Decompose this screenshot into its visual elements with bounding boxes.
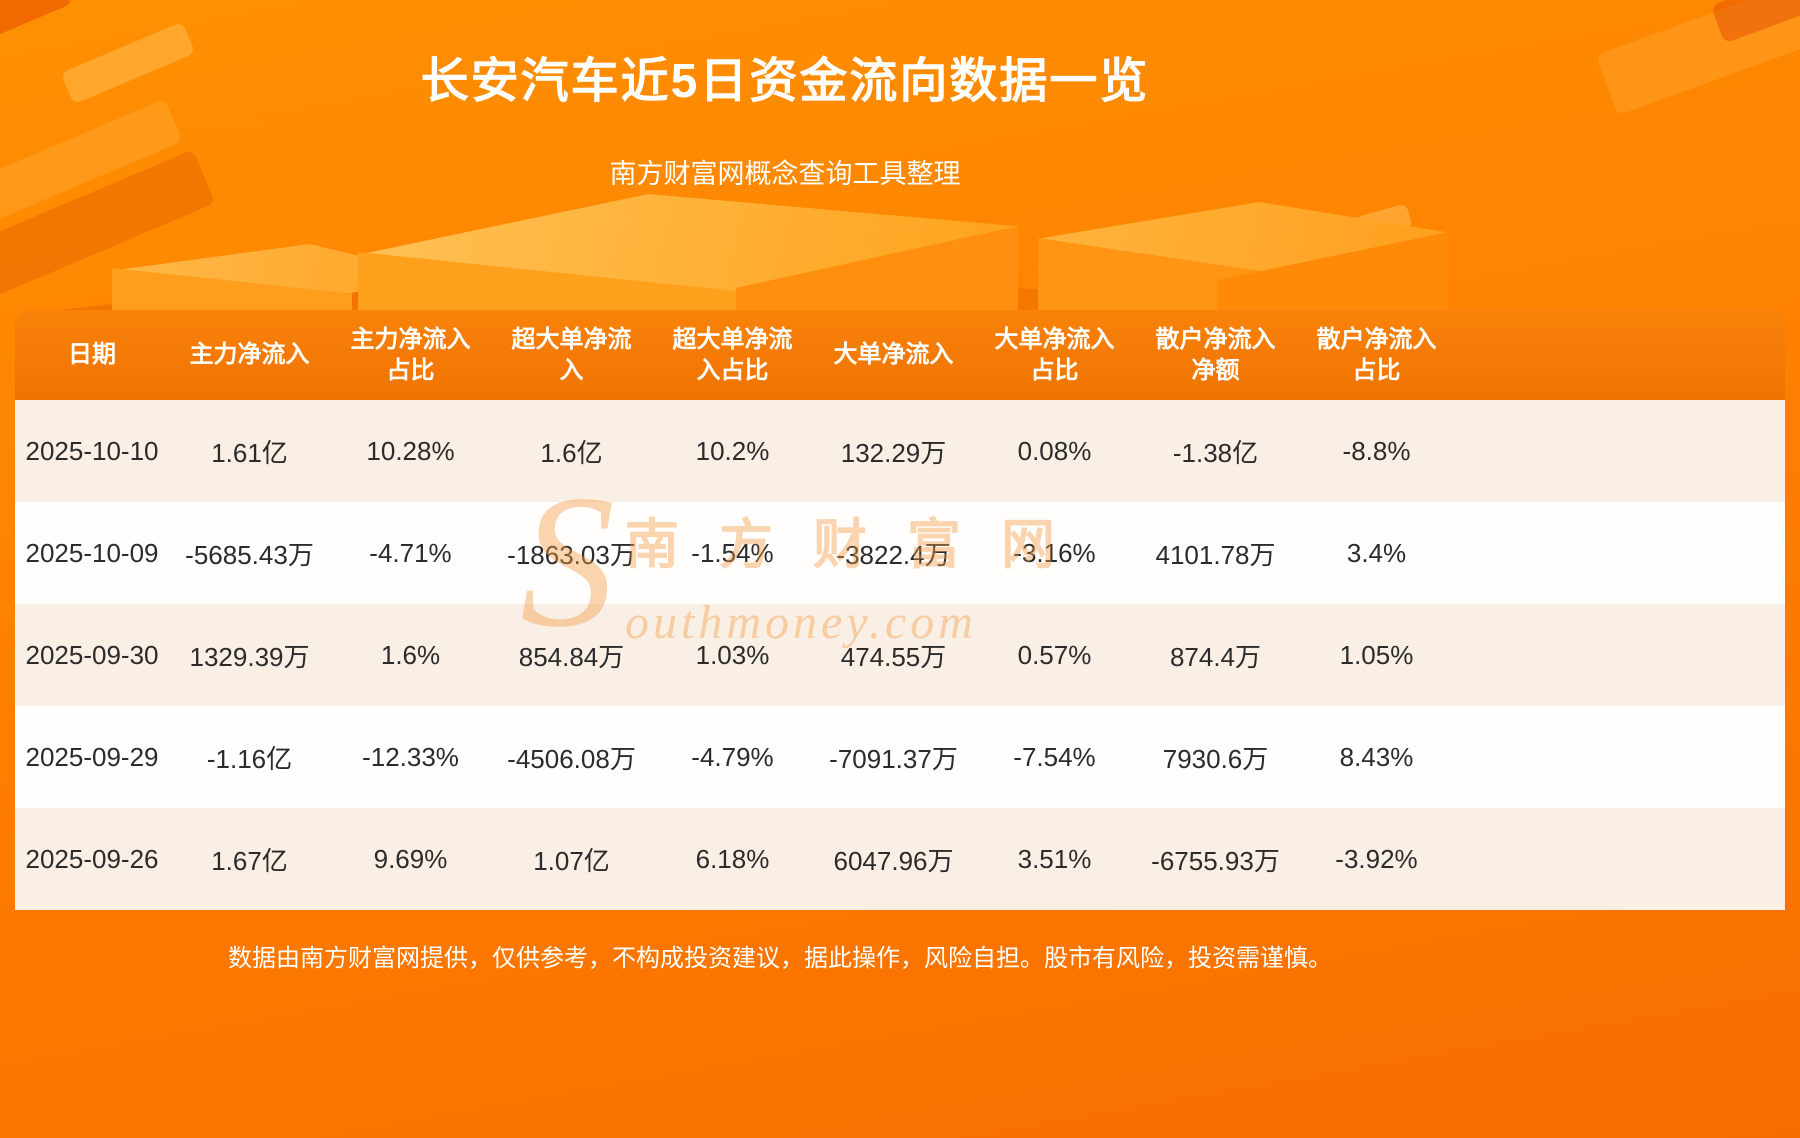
table-cell: -1.54% <box>691 537 774 568</box>
table-header-row: 日期 主力净流入 主力净流入 占比 超大单净流 入 超大单净流 入占比 大单净流… <box>15 310 1785 400</box>
column-header-large-order-inflow: 大单净流入 <box>833 341 954 369</box>
table-cell: -3.92% <box>1335 843 1418 874</box>
table-cell: 874.4万 <box>1169 641 1262 672</box>
table-cell: -1863.03万 <box>507 539 636 570</box>
table-cell: 6.18% <box>695 843 770 874</box>
table-cell: 9.69% <box>373 843 448 874</box>
table-cell: -1.38亿 <box>1172 437 1259 468</box>
column-header-large-order-inflow-pct: 大单净流入 占比 <box>994 325 1115 384</box>
table-cell: 2025-09-30 <box>25 639 159 670</box>
table-cell: 3.4% <box>1346 537 1407 568</box>
table-cell: 1.67亿 <box>211 845 288 876</box>
table-cell: 2025-10-10 <box>25 435 159 466</box>
page-subtitle: 南方财富网概念查询工具整理 <box>609 159 961 189</box>
table-cell: -3.16% <box>1013 537 1096 568</box>
table-cell: 0.08% <box>1017 435 1092 466</box>
column-header-xl-order-inflow: 超大单净流 入 <box>511 325 632 384</box>
table-cell: -7.54% <box>1013 741 1096 772</box>
table-cell: -12.33% <box>362 741 459 772</box>
table-row: 2025-10-10 1.61亿 10.28% 1.6亿 10.2% 132.2… <box>15 400 1785 502</box>
table-cell: 1.6% <box>380 639 441 670</box>
table-cell: 10.28% <box>366 435 455 466</box>
table-cell: -7091.37万 <box>829 743 958 774</box>
table-cell: 7930.6万 <box>1162 743 1269 774</box>
table-row: 2025-09-26 1.67亿 9.69% 1.07亿 6.18% 6047.… <box>15 808 1785 910</box>
table-cell: -5685.43万 <box>185 539 314 570</box>
table-cell: 132.29万 <box>840 437 947 468</box>
table-row: 2025-09-30 1329.39万 1.6% 854.84万 1.03% 4… <box>15 604 1785 706</box>
column-header-date: 日期 <box>68 341 116 369</box>
table-row: 2025-09-29 -1.16亿 -12.33% -4506.08万 -4.7… <box>15 706 1785 808</box>
capital-flow-table: 日期 主力净流入 主力净流入 占比 超大单净流 入 超大单净流 入占比 大单净流… <box>15 310 1785 910</box>
column-header-main-inflow-pct: 主力净流入 占比 <box>350 325 471 384</box>
table-cell: -8.8% <box>1342 435 1411 466</box>
column-header-xl-order-inflow-pct: 超大单净流 入占比 <box>672 325 793 384</box>
table-cell: 1.6亿 <box>540 437 603 468</box>
table-cell: 10.2% <box>695 435 770 466</box>
table-cell: -4506.08万 <box>507 743 636 774</box>
table-cell: -6755.93万 <box>1151 845 1280 876</box>
table-cell: -4.71% <box>369 537 452 568</box>
table-cell: 854.84万 <box>518 641 625 672</box>
column-header-main-inflow: 主力净流入 <box>189 341 310 369</box>
table-cell: -4.79% <box>691 741 774 772</box>
table-cell: 1.03% <box>695 639 770 670</box>
table-cell: 0.57% <box>1017 639 1092 670</box>
table-cell: 2025-10-09 <box>25 537 159 568</box>
table-cell: 2025-09-29 <box>25 741 159 772</box>
table-cell: 3.51% <box>1017 843 1092 874</box>
footer-disclaimer: 数据由南方财富网提供，仅供参考，不构成投资建议，据此操作，风险自担。股市有风险，… <box>228 945 1332 972</box>
column-header-retail-inflow-pct: 散户净流入 占比 <box>1316 325 1437 384</box>
table-cell: -1.16亿 <box>206 743 293 774</box>
table-cell: 6047.96万 <box>833 845 954 876</box>
table-cell: 1.05% <box>1339 639 1414 670</box>
table-cell: 2025-09-26 <box>25 843 159 874</box>
table-cell: 8.43% <box>1339 741 1414 772</box>
table-body: 2025-10-10 1.61亿 10.28% 1.6亿 10.2% 132.2… <box>15 400 1785 910</box>
table-cell: 1329.39万 <box>189 641 310 672</box>
column-header-retail-inflow: 散户净流入 净额 <box>1155 325 1276 384</box>
table-row: 2025-10-09 -5685.43万 -4.71% -1863.03万 -1… <box>15 502 1785 604</box>
table-cell: 1.07亿 <box>533 845 610 876</box>
table-cell: 4101.78万 <box>1155 539 1276 570</box>
table-cell: -3822.4万 <box>836 539 951 570</box>
table-cell: 474.55万 <box>840 641 947 672</box>
table-cell: 1.61亿 <box>211 437 288 468</box>
page-title: 长安汽车近5日资金流向数据一览 <box>420 55 1150 108</box>
